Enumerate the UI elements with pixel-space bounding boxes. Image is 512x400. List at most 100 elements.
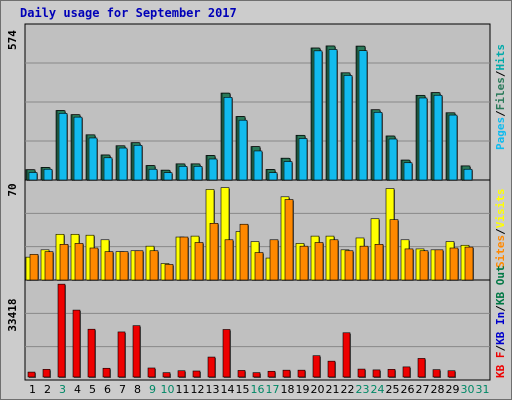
sites-bar [449, 247, 459, 281]
pages-bar [178, 166, 188, 181]
label-separator: / [494, 70, 507, 77]
sites-bar [344, 250, 354, 281]
sites-bar [164, 264, 174, 281]
x-tick-label: 13 [206, 383, 220, 396]
pages-bar [418, 97, 428, 181]
sites-bar [119, 251, 129, 281]
pages-bar [28, 172, 38, 181]
x-tick-label: 2 [44, 383, 51, 396]
sites-bar [239, 223, 249, 281]
sites-bar [194, 242, 204, 281]
x-tick-label: 10 [161, 383, 175, 396]
x-tick-label: 22 [341, 383, 355, 396]
series-label: Visits [494, 189, 507, 229]
label-separator: / [494, 345, 507, 352]
series-label: KB F [494, 352, 507, 379]
sites-bar [29, 254, 39, 281]
sites-bar [179, 236, 189, 281]
pages-bar [373, 112, 383, 181]
chart-title: Daily usage for September 2017 [20, 6, 237, 20]
x-tick-label: 23 [356, 383, 370, 396]
pages-bar [433, 94, 443, 181]
sites-bar [254, 252, 264, 281]
kbytes-bar [327, 360, 336, 378]
sites-bar [209, 223, 219, 281]
sites-bar [419, 250, 429, 281]
sites-bar [74, 243, 84, 281]
plot-area-volume [24, 279, 491, 381]
kbytes-bar [57, 283, 66, 378]
x-tick-label: 28 [431, 383, 445, 396]
x-tick-label: 27 [416, 383, 430, 396]
x-tick-label: 20 [311, 383, 325, 396]
x-tick-label: 5 [89, 383, 96, 396]
series-labels-visitors: Sites/Visits [494, 189, 507, 269]
x-tick-label: 25 [386, 383, 400, 396]
series-label: KB In [494, 312, 507, 345]
series-label: KB Out [494, 265, 507, 305]
series-labels-volume: KB F/KB In/KB Out [494, 265, 507, 378]
sites-bar [359, 245, 369, 281]
label-separator: / [494, 110, 507, 117]
kbytes-bar [447, 370, 456, 378]
sites-bar [314, 242, 324, 281]
kbytes-bar [342, 332, 351, 378]
pages-bar [313, 50, 323, 181]
sites-bar [44, 251, 54, 281]
x-tick-label: 19 [296, 383, 310, 396]
series-label: Sites [494, 235, 507, 268]
x-tick-label: 21 [326, 383, 340, 396]
sites-bar [149, 250, 159, 281]
x-tick-label: 11 [176, 383, 190, 396]
kbytes-bar [252, 372, 261, 378]
sites-bar [434, 249, 444, 281]
kbytes-bar [222, 329, 231, 378]
x-tick-label: 3 [59, 383, 66, 396]
kbytes-bar [27, 371, 36, 378]
x-tick-label: 30 [461, 383, 475, 396]
pages-bar [133, 145, 143, 181]
kbytes-bar [147, 367, 156, 378]
x-tick-label: 9 [149, 383, 156, 396]
pages-bar [238, 119, 248, 181]
x-tick-label: 24 [371, 383, 385, 396]
kbytes-bar [297, 369, 306, 378]
kbytes-bar [177, 370, 186, 378]
x-tick-label: 26 [401, 383, 415, 396]
sites-bar [389, 219, 399, 281]
x-tick-label: 7 [119, 383, 126, 396]
axis-max-traffic: 574 [6, 30, 19, 50]
kbytes-bar [417, 358, 426, 378]
pages-bar [223, 97, 233, 181]
sites-bar [104, 251, 114, 281]
kbytes-bar [87, 328, 96, 378]
sites-bar [374, 244, 384, 281]
kbytes-bar [372, 369, 381, 378]
sites-bar [224, 239, 234, 281]
axis-max-volume: 33418 [6, 298, 19, 331]
sites-bar [89, 247, 99, 281]
series-label: Files [494, 77, 507, 110]
x-tick-label: 14 [221, 383, 235, 396]
kbytes-bar [102, 367, 111, 378]
kbytes-bar [237, 370, 246, 378]
kbytes-bar [207, 356, 216, 378]
kbytes-bar [117, 331, 126, 378]
pages-bar [448, 114, 458, 181]
x-tick-label: 1 [29, 383, 36, 396]
kbytes-bar [42, 369, 51, 378]
x-tick-label: 15 [236, 383, 250, 396]
pages-bar [193, 166, 203, 181]
label-separator: / [494, 305, 507, 312]
sites-bar [404, 248, 414, 281]
pages-bar [58, 113, 68, 181]
sites-bar [134, 250, 144, 281]
pages-bar [43, 168, 53, 181]
kbytes-bar [357, 368, 366, 378]
x-tick-label: 17 [266, 383, 280, 396]
x-tick-label: 31 [476, 383, 490, 396]
sites-bar [269, 239, 279, 281]
series-labels-traffic: Pages/Files/Hits [494, 44, 507, 150]
pages-bar [343, 75, 353, 181]
